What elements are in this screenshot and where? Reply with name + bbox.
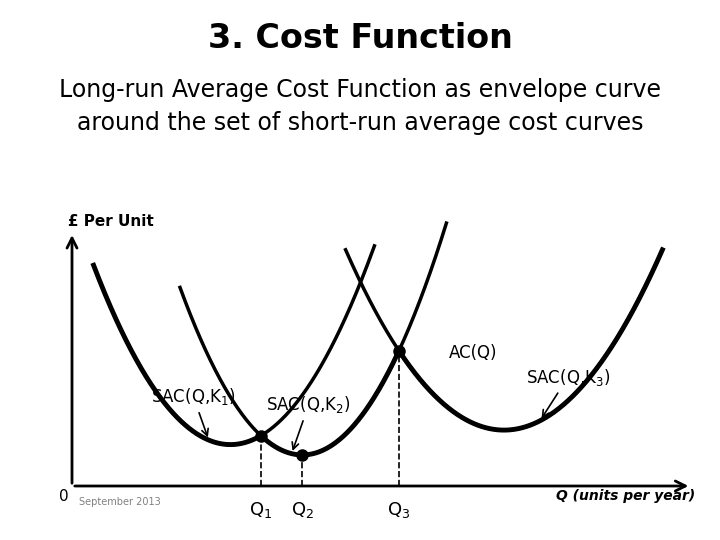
- Text: Q$_2$: Q$_2$: [291, 500, 314, 519]
- Text: 3. Cost Function: 3. Cost Function: [207, 22, 513, 55]
- Text: Q$_1$: Q$_1$: [249, 500, 272, 519]
- Text: Long-run Average Cost Function as envelope curve: Long-run Average Cost Function as envelo…: [59, 78, 661, 102]
- Text: AC(Q): AC(Q): [449, 345, 498, 362]
- Text: SAC(Q,K$_1$): SAC(Q,K$_1$): [151, 386, 235, 436]
- Text: SAC(Q,K$_2$): SAC(Q,K$_2$): [266, 394, 351, 449]
- Text: Q$_3$: Q$_3$: [387, 500, 410, 519]
- Text: £ Per Unit: £ Per Unit: [68, 214, 154, 230]
- Text: around the set of short-run average cost curves: around the set of short-run average cost…: [77, 111, 643, 134]
- Text: September 2013: September 2013: [79, 497, 161, 507]
- Text: 0: 0: [58, 489, 68, 504]
- Text: Q (units per year): Q (units per year): [556, 489, 695, 503]
- Text: SAC(Q,K$_3$): SAC(Q,K$_3$): [526, 367, 610, 417]
